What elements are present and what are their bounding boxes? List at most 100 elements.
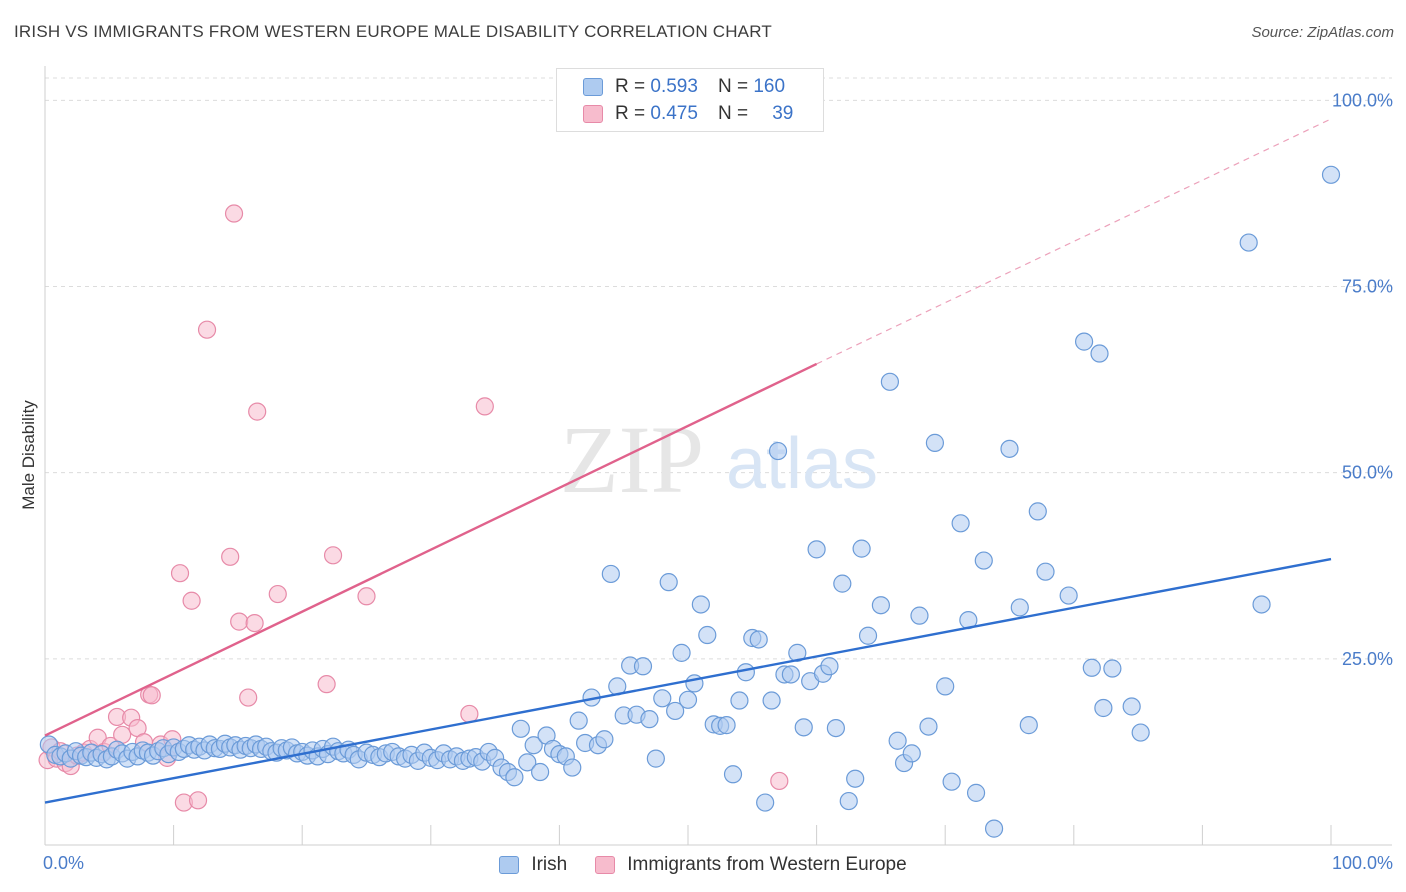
y-tick-label-100: 100.0% bbox=[1332, 90, 1393, 110]
stats-row-immigrants: R = 0.475 N = 39 bbox=[583, 102, 793, 126]
irish-point-128 bbox=[788, 643, 807, 662]
irish-point-135 bbox=[833, 574, 852, 593]
immigrants-point-36 bbox=[357, 587, 376, 606]
irish-point-147 bbox=[925, 433, 945, 452]
stats-legend: R = 0.593 N = 160 R = 0.475 N = 39 bbox=[556, 68, 824, 132]
irish-point-88 bbox=[531, 762, 550, 782]
irish-point-166 bbox=[1122, 697, 1141, 716]
immigrants-point-26 bbox=[197, 320, 217, 339]
series-immigrants-points bbox=[38, 204, 789, 812]
irish-point-93 bbox=[563, 758, 582, 777]
tick-labels: 25.0% 50.0% 75.0% 100.0% 0.0% 100.0% bbox=[43, 90, 1393, 873]
irish-point-133 bbox=[820, 657, 839, 676]
irish-point-160 bbox=[1059, 586, 1078, 605]
irish-point-109 bbox=[666, 701, 685, 721]
immigrants-point-29 bbox=[230, 612, 249, 631]
stats-row-irish: R = 0.593 N = 160 bbox=[583, 75, 785, 99]
legend-label-irish: Irish bbox=[531, 854, 568, 875]
irish-point-139 bbox=[858, 626, 878, 645]
irish-point-169 bbox=[1252, 595, 1271, 614]
irish-point-141 bbox=[880, 372, 900, 391]
y-tick-label-25: 25.0% bbox=[1342, 649, 1393, 669]
immigrants-trend-extension bbox=[816, 118, 1332, 365]
irish-point-156 bbox=[1010, 598, 1029, 617]
irish-point-108 bbox=[659, 573, 678, 592]
irish-point-137 bbox=[846, 769, 865, 788]
irish-point-144 bbox=[902, 744, 921, 763]
watermark-atlas: atlas bbox=[726, 424, 878, 504]
immigrants-point-35 bbox=[323, 546, 343, 565]
source-credit: Source: ZipAtlas.com bbox=[1251, 24, 1394, 41]
irish-point-117 bbox=[717, 716, 736, 735]
y-axis-label: Male Disability bbox=[19, 400, 38, 510]
irish-point-106 bbox=[646, 749, 665, 768]
irish-point-105 bbox=[640, 710, 659, 729]
y-tick-label-50: 50.0% bbox=[1342, 463, 1393, 483]
irish-point-125 bbox=[768, 441, 788, 461]
y-tick-label-75: 75.0% bbox=[1342, 277, 1393, 297]
irish-point-107 bbox=[653, 689, 672, 708]
watermark-zip: ZIP bbox=[560, 406, 704, 513]
irish-point-150 bbox=[951, 514, 970, 533]
immigrants-point-27 bbox=[221, 547, 240, 566]
immigrants-point-22 bbox=[170, 564, 190, 583]
x-tick-label-min: 0.0% bbox=[43, 853, 84, 873]
immigrants-swatch bbox=[583, 105, 603, 123]
irish-point-122 bbox=[749, 630, 768, 649]
irish-point-113 bbox=[691, 595, 710, 614]
irish-point-168 bbox=[1239, 233, 1258, 252]
irish-point-131 bbox=[807, 540, 826, 559]
irish-n-label: N = bbox=[717, 76, 749, 97]
immigrants-point-31 bbox=[245, 613, 264, 633]
irish-point-120 bbox=[736, 663, 755, 682]
irish-point-124 bbox=[762, 691, 781, 710]
irish-point-142 bbox=[888, 731, 907, 750]
legend-item-irish: Irish bbox=[499, 854, 567, 876]
irish-point-163 bbox=[1090, 344, 1109, 363]
irish-point-145 bbox=[910, 606, 929, 625]
irish-point-114 bbox=[698, 625, 717, 645]
irish-point-111 bbox=[678, 690, 698, 709]
immigrants-point-32 bbox=[248, 402, 267, 421]
irish-point-140 bbox=[871, 596, 891, 615]
gridlines bbox=[45, 77, 1392, 660]
irish-point-118 bbox=[723, 765, 743, 784]
irish-r-label: R = bbox=[615, 76, 646, 97]
immigrants-r-value: 0.475 bbox=[650, 103, 698, 124]
irish-point-157 bbox=[1019, 716, 1038, 735]
irish-point-87 bbox=[524, 736, 543, 755]
irish-point-104 bbox=[633, 657, 653, 676]
irish-point-138 bbox=[852, 539, 871, 558]
immigrants-point-33 bbox=[268, 584, 287, 604]
legend-label-immigrants: Immigrants from Western Europe bbox=[627, 854, 907, 875]
series-legend: Irish Immigrants from Western Europe bbox=[0, 852, 1406, 878]
immigrants-n-value: 39 bbox=[772, 103, 794, 124]
legend-item-immigrants: Immigrants from Western Europe bbox=[595, 854, 907, 876]
irish-point-110 bbox=[672, 643, 691, 662]
legend-swatch-irish bbox=[499, 856, 520, 874]
irish-point-146 bbox=[919, 717, 938, 736]
irish-point-170 bbox=[1321, 165, 1341, 184]
immigrants-r-label: R = bbox=[615, 103, 646, 124]
immigrants-point-25 bbox=[188, 791, 208, 810]
irish-point-149 bbox=[942, 772, 961, 791]
immigrants-trend-line bbox=[44, 362, 818, 737]
irish-point-161 bbox=[1074, 332, 1094, 351]
irish-point-136 bbox=[839, 791, 858, 811]
irish-point-159 bbox=[1036, 562, 1055, 581]
immigrants-point-18 bbox=[142, 686, 161, 705]
irish-point-153 bbox=[974, 551, 993, 570]
immigrants-point-24 bbox=[182, 591, 201, 610]
trend-lines bbox=[44, 118, 1332, 804]
irish-point-154 bbox=[984, 819, 1004, 838]
irish-n-value: 160 bbox=[753, 76, 786, 97]
irish-trend-line bbox=[44, 557, 1332, 804]
irish-point-98 bbox=[595, 730, 614, 749]
irish-point-127 bbox=[781, 665, 800, 684]
irish-r-value: 0.593 bbox=[650, 76, 698, 97]
immigrants-point-38 bbox=[475, 397, 494, 416]
immigrants-n-label: N = bbox=[717, 103, 749, 124]
irish-swatch bbox=[583, 78, 603, 96]
series-irish-points bbox=[39, 165, 1341, 838]
